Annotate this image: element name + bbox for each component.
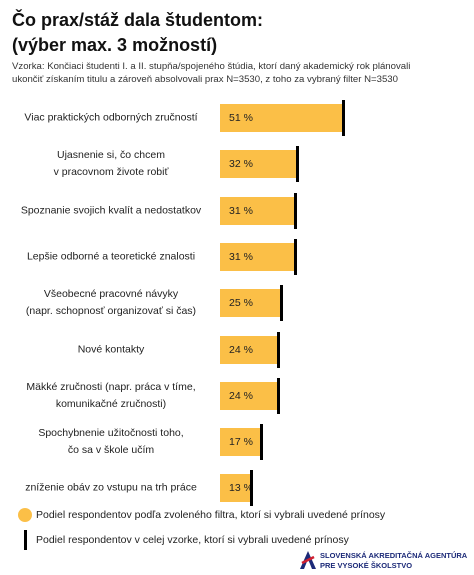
value-label: 25 % — [229, 297, 253, 310]
category-label: Viac praktických odborných zručností — [24, 111, 198, 124]
bar — [220, 428, 262, 457]
bar — [220, 104, 344, 132]
category-label: Lepšie odborné a teoretické znalosti — [26, 250, 196, 263]
chart-title: Čo prax/stáž dala študentom: — [12, 10, 264, 30]
legend-swatch — [18, 508, 32, 522]
value-label: 31 % — [229, 250, 253, 263]
bar — [220, 474, 252, 503]
value-label: 17 % — [229, 436, 253, 449]
category-label: Všeobecné pracovné návyky (napr. schopno… — [25, 288, 197, 318]
value-label: 32 % — [229, 158, 253, 171]
marker — [294, 238, 298, 275]
bar — [220, 335, 279, 364]
bar — [220, 242, 296, 271]
legend-label: Podiel respondentov v celej vzorke, ktor… — [36, 534, 349, 546]
value-label: 24 % — [229, 389, 253, 402]
value-label: 13 % — [229, 482, 253, 495]
marker — [277, 377, 281, 414]
logo-text: PRE VYSOKÉ ŠKOLSTVO — [320, 561, 413, 570]
bar — [220, 381, 279, 410]
category-label: Spochybnenie užitočnosti toho, čo sa v š… — [38, 427, 184, 457]
sample-note: Vzorka: Končiaci študenti I. a II. stupň… — [12, 61, 411, 85]
category-label: zníženie obáv zo vstupu na trh práce — [25, 481, 197, 494]
value-label: 24 % — [229, 343, 253, 356]
marker — [294, 192, 298, 229]
category-label: Nové kontakty — [77, 343, 145, 355]
marker — [277, 331, 281, 368]
marker — [296, 146, 300, 183]
marker — [342, 100, 346, 136]
category-label: Spoznanie svojich kvalít a nedostatkov — [20, 204, 202, 217]
legend-swatch — [24, 530, 27, 550]
category-label: Mäkké zručnosti (napr. práca v tíme, kom… — [26, 380, 196, 410]
bar — [220, 150, 298, 179]
bar — [220, 289, 281, 318]
chart-subtitle: (výber max. 3 možností) — [12, 35, 218, 55]
value-label: 51 % — [229, 112, 253, 124]
value-label: 31 % — [229, 204, 253, 217]
marker — [260, 424, 264, 461]
marker — [279, 285, 283, 322]
logo-text: SLOVENSKÁ AKREDITAČNÁ AGENTÚRA — [320, 551, 468, 560]
marker — [250, 470, 254, 507]
legend-label: Podiel respondentov podľa zvoleného filt… — [36, 509, 386, 521]
category-label: Ujasnenie si, čo chcem v pracovnom život… — [53, 149, 169, 179]
bar — [220, 196, 296, 225]
logo-icon — [300, 551, 316, 569]
